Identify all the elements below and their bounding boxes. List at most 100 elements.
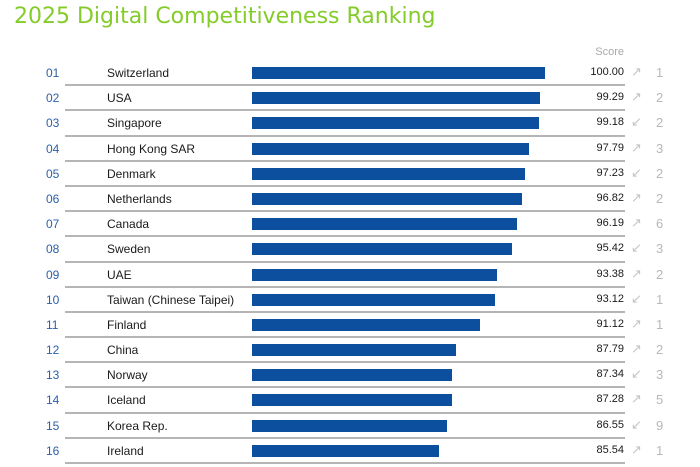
arrow-down-left-icon: ↙ (631, 114, 642, 130)
country-name: USA (107, 91, 132, 106)
rank-number: 09 (46, 267, 60, 282)
country-name: Finland (107, 317, 147, 332)
ranking-row: 16 Ireland 85.54 ↗ 1 (0, 439, 700, 464)
row-divider (65, 84, 625, 87)
score-bar (252, 293, 495, 306)
country-name: Hong Kong SAR (107, 141, 196, 156)
rank-change: 2 (656, 190, 664, 206)
rank-number: 04 (46, 141, 60, 156)
rank-number: 13 (46, 368, 60, 383)
arrow-down-left-icon: ↙ (631, 416, 642, 432)
rank-number: 03 (46, 116, 60, 131)
row-divider (65, 235, 625, 238)
country-name: Korea Rep. (107, 418, 168, 433)
score-bar (252, 92, 540, 105)
rank-number: 05 (46, 166, 60, 181)
rank-number: 16 (46, 443, 60, 458)
score-bar (252, 142, 529, 155)
rank-change: 6 (656, 216, 664, 232)
row-divider (65, 184, 625, 187)
ranking-row: 08 Sweden 95.42 ↙ 3 (0, 237, 700, 263)
arrow-up-right-icon: ↗ (631, 189, 642, 205)
rank-number: 07 (46, 217, 60, 232)
arrow-down-left-icon: ↙ (631, 240, 642, 256)
rank-number: 10 (46, 292, 60, 307)
ranking-row: 04 Hong Kong SAR 97.79 ↗ 3 (0, 137, 700, 162)
rank-change: 2 (656, 266, 664, 282)
ranking-row: 09 UAE 93.38 ↗ 2 (0, 263, 700, 288)
arrow-up-right-icon: ↗ (631, 215, 642, 231)
rank-change: 2 (656, 115, 664, 131)
ranking-row: 03 Singapore 99.18 ↙ 2 (0, 111, 700, 137)
score-value: 87.28 (596, 393, 624, 406)
score-bar (252, 394, 452, 407)
score-bar (252, 369, 453, 382)
rank-change: 9 (656, 417, 664, 433)
row-divider (65, 411, 625, 414)
ranking-row: 06 Netherlands 96.82 ↗ 2 (0, 187, 700, 213)
ranking-row: 11 Finland 91.12 ↗ 1 (0, 313, 700, 339)
ranking-row: 14 Iceland 87.28 ↗ 5 (0, 388, 700, 414)
row-divider (65, 109, 625, 112)
row-divider (65, 159, 625, 162)
score-value: 99.29 (596, 91, 624, 104)
country-name: Iceland (107, 393, 146, 408)
country-name: Netherlands (107, 191, 172, 206)
score-value: 99.18 (596, 116, 624, 129)
row-divider (65, 260, 625, 263)
score-column-header: Score (595, 46, 624, 58)
ranking-table: 01 Switzerland 100.00 ↗ 1 02 USA 99.29 ↗ 2 03 Singa… (0, 61, 700, 464)
rank-number: 02 (46, 91, 60, 106)
row-divider (65, 310, 625, 313)
rank-number: 15 (46, 418, 60, 433)
country-name: Taiwan (Chinese Taipei) (107, 292, 235, 307)
row-divider (65, 462, 625, 464)
country-name: Singapore (107, 116, 162, 131)
row-divider (65, 285, 625, 288)
rank-change: 3 (656, 241, 664, 257)
rank-change: 1 (656, 65, 664, 80)
arrow-up-right-icon: ↗ (631, 64, 642, 79)
arrow-down-left-icon: ↙ (631, 164, 642, 180)
arrow-up-right-icon: ↗ (631, 391, 642, 407)
arrow-down-left-icon: ↙ (631, 290, 642, 306)
arrow-up-right-icon: ↗ (631, 139, 642, 155)
ranking-row: 10 Taiwan (Chinese Taipei) 93.12 ↙ 1 (0, 288, 700, 313)
country-name: Norway (107, 368, 148, 383)
rank-change: 2 (656, 165, 664, 181)
score-value: 85.54 (596, 443, 624, 456)
country-name: Denmark (107, 166, 156, 181)
country-name: UAE (107, 267, 132, 282)
rank-change: 5 (656, 392, 664, 408)
rank-change: 1 (656, 316, 664, 332)
country-name: Switzerland (107, 66, 170, 80)
arrow-down-left-icon: ↙ (631, 366, 642, 382)
country-name: Canada (107, 217, 150, 232)
country-name: Sweden (107, 242, 151, 257)
score-value: 86.55 (596, 418, 624, 431)
score-value: 96.19 (596, 217, 624, 230)
score-value: 95.42 (596, 242, 624, 255)
rank-change: 3 (656, 367, 664, 383)
score-value: 97.79 (596, 141, 624, 154)
ranking-row: 07 Canada 96.19 ↗ 6 (0, 212, 700, 238)
score-bar (252, 67, 545, 79)
arrow-up-right-icon: ↗ (631, 89, 642, 105)
score-bar (252, 318, 480, 331)
score-bar (252, 218, 518, 231)
rank-number: 06 (46, 191, 60, 206)
rank-change: 1 (656, 291, 664, 307)
country-name: Ireland (107, 443, 144, 458)
score-value: 87.34 (596, 368, 624, 381)
row-divider (65, 210, 625, 213)
ranking-row: 01 Switzerland 100.00 ↗ 1 (0, 61, 700, 87)
rank-number: 11 (46, 317, 59, 332)
arrow-up-right-icon: ↗ (631, 265, 642, 281)
ranking-row: 12 China 87.79 ↗ 2 (0, 338, 700, 364)
score-value: 93.38 (596, 267, 624, 280)
score-value: 100.00 (590, 66, 624, 78)
rank-change: 2 (656, 90, 664, 106)
row-divider (65, 134, 625, 137)
score-bar (252, 344, 456, 357)
score-bar (252, 419, 447, 432)
